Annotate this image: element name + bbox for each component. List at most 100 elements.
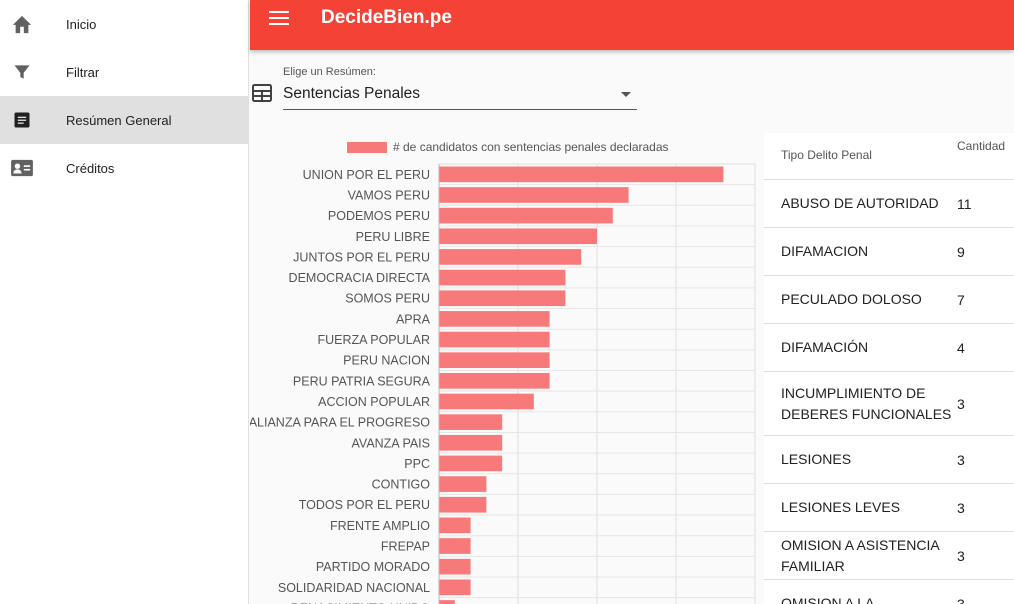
sidebar-item-resumen-general[interactable]: Resúmen General [0, 96, 248, 144]
sidebar-item-label: Resúmen General [66, 112, 172, 128]
legend-label: # de candidatos con sentencias penales d… [393, 140, 669, 154]
category-tick-label: DEMOCRACIA DIRECTA [289, 271, 431, 285]
table-row: OMISION A LA 3 [764, 580, 1014, 604]
table-row: DIFAMACIÓN 4 [764, 324, 1014, 372]
table-icon [252, 84, 274, 106]
bar [439, 393, 534, 410]
category-tick-label: FREPAP [381, 540, 430, 554]
category-tick-label: PERU NACION [343, 354, 430, 368]
bar [439, 352, 550, 368]
crime-type-cell: DIFAMACIÓN [781, 339, 869, 355]
count-cell: 3 [957, 499, 965, 516]
count-cell: 11 [957, 195, 972, 212]
category-tick-label: PERU LIBRE [356, 230, 430, 244]
category-tick-label: VAMOS PERU [348, 188, 430, 202]
bar [439, 476, 487, 492]
category-tick-label: PODEMOS PERU [328, 209, 430, 223]
category-tick-label: JUNTOS POR EL PERU [293, 250, 430, 264]
sidebar-item-label: Créditos [66, 160, 115, 176]
crime-type-cell: DIFAMACION [781, 243, 869, 259]
summary-select-caption: Elige un Resúmen: [283, 66, 376, 78]
bar [439, 207, 613, 224]
table-row: LESIONES 3 [764, 436, 1014, 484]
bar-chart: # de candidatos con sentencias penales d… [250, 140, 756, 604]
hamburger-icon [269, 11, 289, 25]
summary-select-value: Sentencias Penales [283, 85, 421, 102]
table-row: DIFAMACION 9 [764, 228, 1014, 276]
crime-type-cell: OMISION A LA [781, 595, 875, 604]
crime-type-table: Tipo Delito Penal Cantidad ABUSO DE AUTO… [764, 133, 1014, 604]
contact-card-icon [10, 156, 34, 180]
bar [439, 269, 566, 286]
home-icon [10, 12, 34, 36]
table-row: INCUMPLIMIENTO DE DEBERES FUNCIONALES 3 [764, 372, 1014, 436]
app-bar: DecideBien.pe [250, 0, 1014, 50]
category-tick-label: TODOS POR EL PERU [299, 498, 430, 512]
sidebar-item-filtrar[interactable]: Filtrar [0, 48, 248, 96]
bar [439, 249, 582, 265]
bar [439, 434, 503, 451]
category-tick-label: ALIANZA PARA EL PROGRESO [250, 416, 430, 430]
count-cell: 3 [957, 451, 965, 468]
count-cell: 3 [957, 547, 965, 564]
sidebar-item-inicio[interactable]: Inicio [0, 0, 248, 48]
document-icon [10, 108, 34, 132]
crime-type-cell: OMISION A ASISTENCIA FAMILIAR [781, 536, 939, 574]
app-title: DecideBien.pe [321, 7, 452, 28]
bar [439, 538, 471, 554]
sidebar-item-label: Inicio [66, 16, 97, 32]
column-header-type[interactable]: Tipo Delito Penal [781, 148, 872, 162]
bar [439, 228, 597, 245]
category-tick-label: APRA [396, 312, 431, 326]
chevron-down-icon [621, 92, 631, 97]
bar [439, 290, 566, 307]
category-tick-label: CONTIGO [372, 478, 431, 492]
bar [439, 331, 550, 348]
category-tick-label: PPC [404, 457, 430, 471]
bar [439, 166, 724, 183]
bar [439, 579, 471, 596]
category-tick-label: PERU PATRIA SEGURA [293, 374, 431, 388]
category-tick-label: SOLIDARIDAD NACIONAL [278, 581, 430, 595]
count-cell: 9 [957, 243, 965, 260]
category-tick-label: AVANZA PAIS [352, 436, 431, 450]
summary-select[interactable]: Sentencias Penales [283, 82, 637, 110]
category-tick-label: SOMOS PERU [345, 292, 430, 306]
bar [439, 455, 503, 472]
count-cell: 4 [957, 339, 965, 356]
category-tick-label: UNION POR EL PERU [303, 168, 430, 182]
table-header: Tipo Delito Penal Cantidad [764, 133, 1014, 180]
bar [439, 496, 487, 513]
filter-icon [10, 60, 34, 84]
category-tick-label: FUERZA POPULAR [317, 333, 430, 347]
table-row: PECULADO DOLOSO 7 [764, 276, 1014, 324]
summary-select-group: Elige un Resúmen: Sentencias Penales [252, 64, 642, 114]
category-tick-label: RENACIMIENTO UNIDO [291, 601, 431, 604]
bar [439, 311, 550, 327]
category-tick-label: FRENTE AMPLIO [330, 519, 430, 533]
bar [439, 517, 471, 534]
table-row: OMISION A ASISTENCIA FAMILIAR 3 [764, 532, 1014, 580]
crime-type-cell: LESIONES LEVES [781, 499, 901, 515]
table-row: ABUSO DE AUTORIDAD 11 [764, 180, 1014, 228]
category-tick-label: PARTIDO MORADO [316, 560, 430, 574]
sidebar: Inicio Filtrar Resúmen General Créditos [0, 0, 249, 604]
sidebar-item-label: Filtrar [66, 64, 100, 80]
count-cell: 3 [957, 595, 965, 604]
table-body: ABUSO DE AUTORIDAD 11 DIFAMACION 9 PECULADO … [764, 180, 1014, 604]
bar [439, 187, 629, 203]
crime-type-cell: INCUMPLIMIENTO DE DEBERES FUNCIONALES [781, 384, 952, 422]
column-header-count[interactable]: Cantidad [957, 139, 1006, 153]
sidebar-item-creditos[interactable]: Créditos [0, 144, 248, 192]
crime-type-cell: PECULADO DOLOSO [781, 291, 922, 307]
count-cell: 3 [957, 395, 965, 412]
menu-button[interactable] [267, 6, 291, 30]
bar [439, 558, 471, 575]
crime-type-cell: LESIONES [781, 451, 852, 467]
table-row: LESIONES LEVES 3 [764, 484, 1014, 532]
bar [439, 600, 455, 604]
bar [439, 373, 550, 389]
count-cell: 7 [957, 291, 965, 308]
legend-swatch [347, 142, 387, 153]
bar [439, 414, 503, 430]
